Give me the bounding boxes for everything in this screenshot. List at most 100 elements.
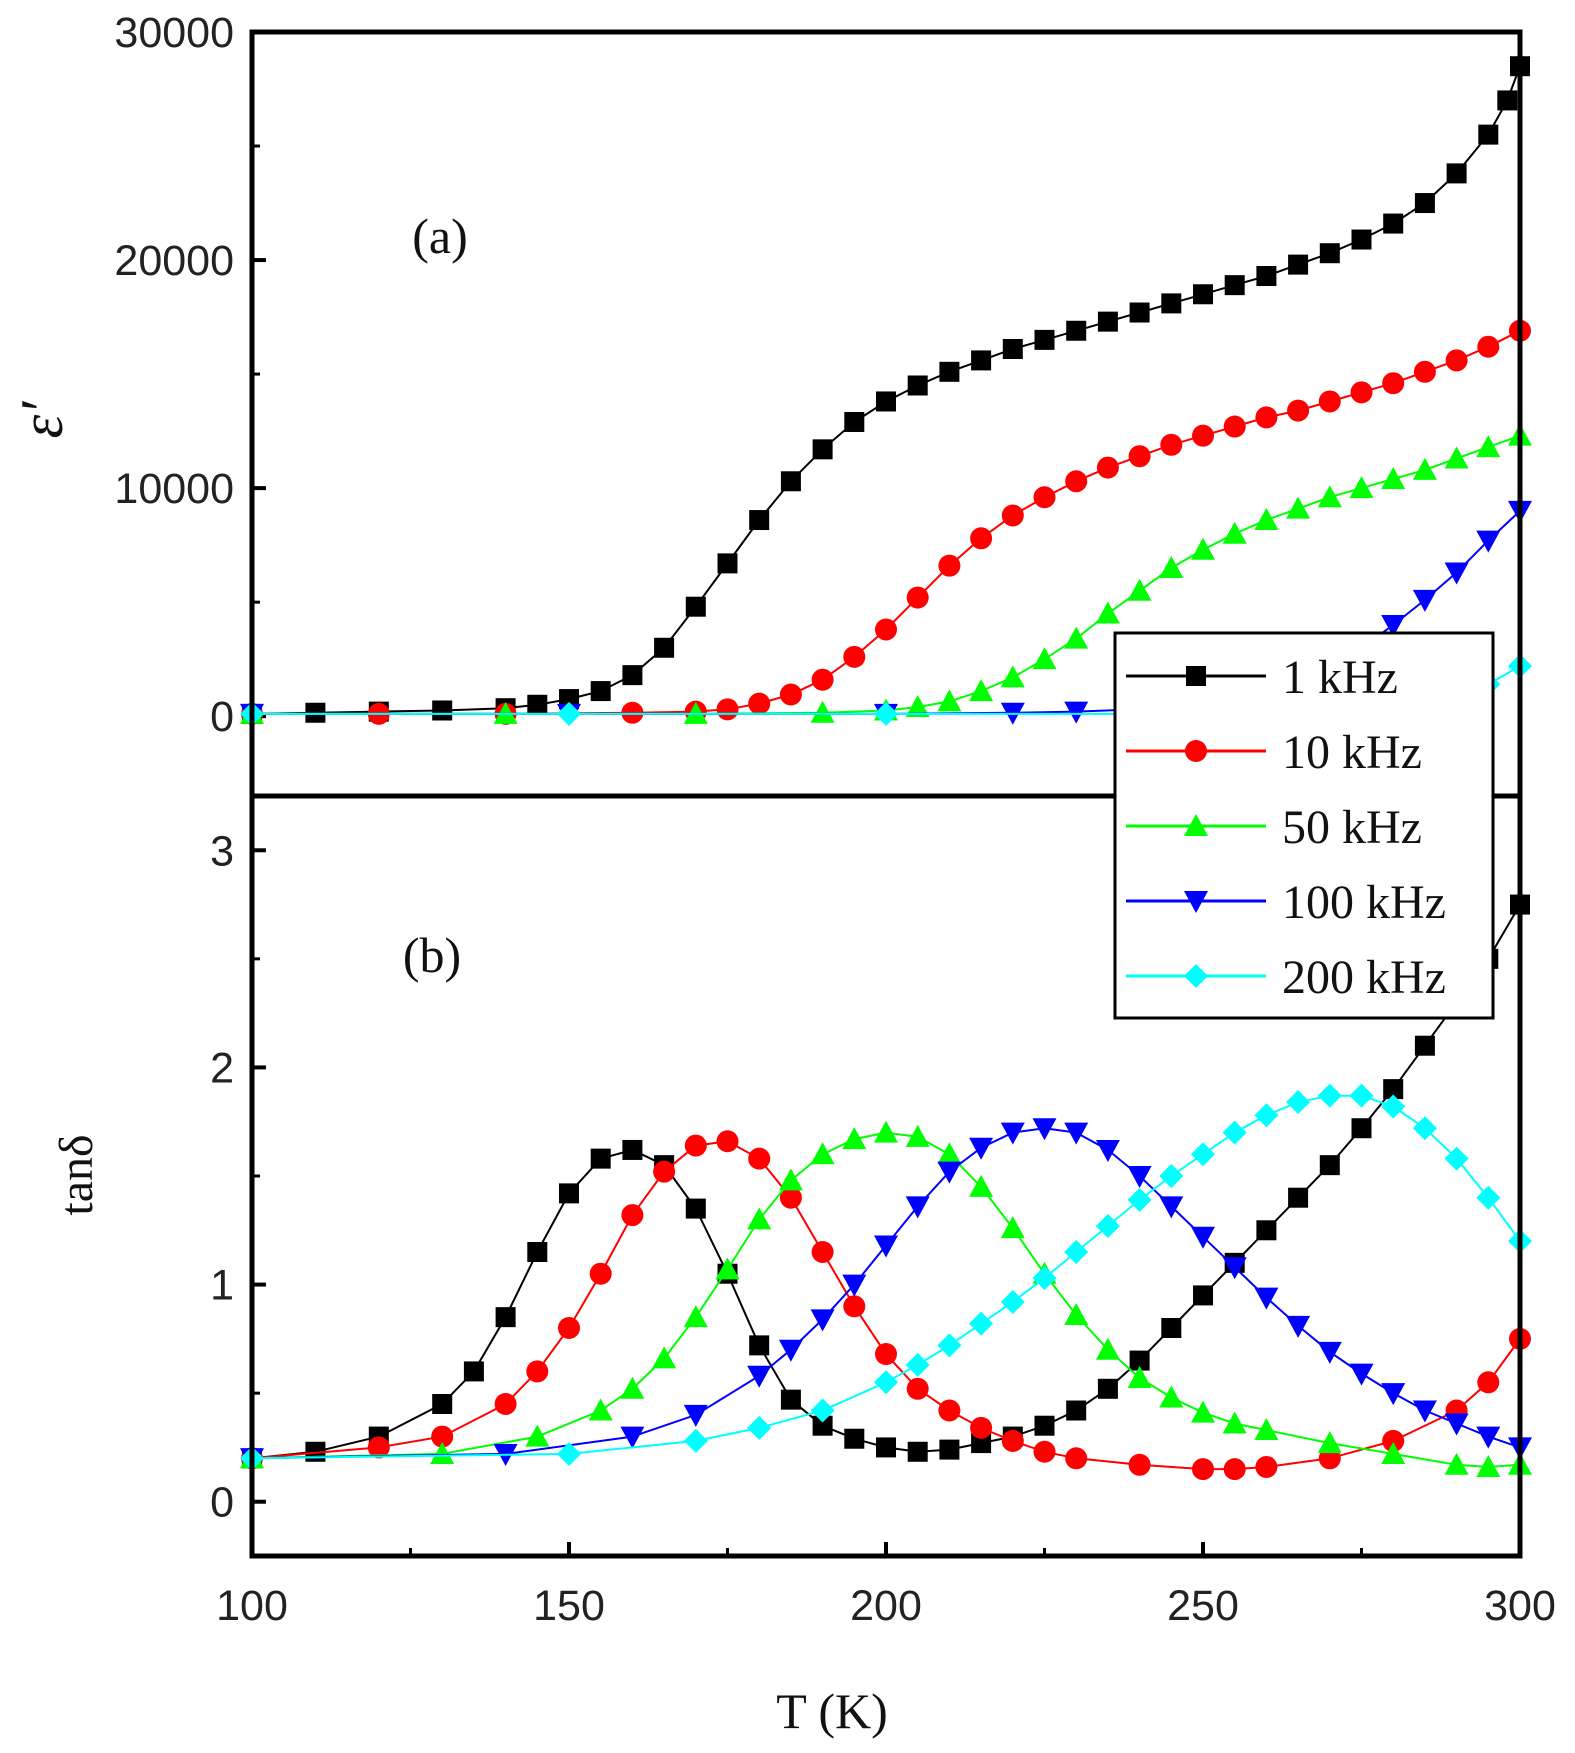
- data-point-200-khz: [557, 1441, 581, 1466]
- data-point-200-khz: [1254, 1103, 1279, 1128]
- data-point-1-khz: [1478, 124, 1499, 145]
- data-point-10-khz: [1318, 390, 1341, 413]
- y-tick-label: 30000: [114, 9, 234, 57]
- data-point-200-khz: [1349, 1083, 1374, 1108]
- data-point-1-khz: [971, 1433, 992, 1454]
- data-point-100-khz: [683, 1404, 708, 1427]
- data-point-10-khz: [970, 1416, 993, 1439]
- data-point-100-khz: [1064, 1122, 1089, 1145]
- data-point-200-khz: [810, 1398, 835, 1423]
- data-point-1-khz: [780, 1389, 801, 1410]
- y-tick-label: 20000: [114, 237, 234, 285]
- data-point-50-khz: [810, 700, 835, 723]
- data-point-50-khz: [1095, 601, 1120, 624]
- data-point-10-khz: [875, 618, 897, 641]
- data-point-50-khz: [1064, 1302, 1089, 1325]
- data-point-1-khz: [1414, 1035, 1435, 1056]
- data-point-50-khz: [1286, 496, 1311, 519]
- data-point-1-khz: [685, 596, 706, 617]
- data-point-10-khz: [1033, 1440, 1056, 1463]
- data-point-50-khz: [683, 701, 708, 724]
- data-point-10-khz: [1255, 1455, 1278, 1478]
- data-point-50-khz: [969, 1174, 994, 1197]
- data-point-100-khz: [620, 1426, 645, 1449]
- data-point-1-khz: [622, 1139, 643, 1160]
- data-point-1-khz: [749, 510, 770, 531]
- data-point-1-khz: [1256, 1220, 1277, 1241]
- data-point-1-khz: [939, 1439, 960, 1460]
- data-point-10-khz: [779, 683, 802, 706]
- panel-b-y-tick-labels: 0 1 2 3: [210, 827, 234, 1526]
- data-point-50-khz: [905, 1124, 930, 1147]
- data-point-200-khz: [1064, 1240, 1089, 1264]
- data-point-10-khz: [906, 586, 929, 609]
- data-point-50-khz: [842, 1127, 867, 1150]
- legend-entries: 1 kHz 10 kHz 50 kHz 100 kHz 200 kHz: [1126, 651, 1446, 1004]
- data-point-10-khz: [1192, 424, 1214, 447]
- data-point-10-khz: [716, 1130, 739, 1153]
- data-point-10-khz: [621, 701, 644, 724]
- data-point-200-khz: [1191, 1142, 1215, 1167]
- legend-label: 200 kHz: [1282, 951, 1446, 1004]
- data-point-50-khz: [1476, 1454, 1501, 1477]
- data-point-10-khz: [1065, 470, 1088, 493]
- data-point-10-khz: [843, 645, 866, 668]
- data-point-50-khz: [620, 1376, 645, 1399]
- data-point-1-khz: [559, 1183, 579, 1204]
- data-point-50-khz: [652, 1346, 677, 1369]
- data-point-50-khz: [1476, 435, 1501, 458]
- data-point-10-khz: [906, 1377, 929, 1400]
- y-tick-label: 2: [210, 1044, 234, 1092]
- data-point-50-khz: [969, 679, 994, 702]
- data-point-10-khz: [938, 1399, 961, 1422]
- data-point-10-khz: [1413, 360, 1436, 383]
- legend-marker: [1184, 964, 1208, 988]
- data-point-1-khz: [1097, 1378, 1118, 1399]
- data-point-10-khz: [843, 1295, 866, 1318]
- data-point-50-khz: [1064, 626, 1089, 649]
- data-point-100-khz: [1222, 1257, 1247, 1280]
- data-point-50-khz: [1349, 476, 1374, 499]
- data-point-200-khz: [683, 1428, 708, 1453]
- data-point-50-khz: [1159, 1385, 1184, 1408]
- series-200-khz: [240, 1083, 1532, 1471]
- x-axis-title: T (K): [776, 1683, 888, 1739]
- legend-entry-1-khz: 1 kHz: [1126, 651, 1398, 704]
- data-point-1-khz: [749, 1335, 770, 1356]
- y-tick-label: 10000: [114, 465, 234, 513]
- data-point-100-khz: [778, 1339, 803, 1362]
- data-point-50-khz: [1191, 537, 1215, 560]
- data-point-100-khz: [1349, 1363, 1374, 1386]
- data-point-1-khz: [812, 1415, 833, 1436]
- data-point-50-khz: [1127, 1365, 1152, 1388]
- data-point-10-khz: [1287, 399, 1310, 422]
- data-point-200-khz: [1000, 1289, 1025, 1314]
- data-point-10-khz: [811, 668, 834, 691]
- data-point-1-khz: [1351, 229, 1372, 250]
- data-point-100-khz: [1095, 1139, 1120, 1162]
- data-point-10-khz: [589, 1262, 612, 1285]
- data-point-200-khz: [1381, 1094, 1406, 1119]
- data-point-200-khz: [1412, 1116, 1437, 1141]
- data-point-200-khz: [937, 1333, 962, 1358]
- data-point-1-khz: [971, 350, 992, 371]
- data-point-10-khz: [970, 527, 993, 550]
- x-tick-label: 300: [1484, 1582, 1556, 1630]
- panel-b-y-axis-title: tanδ: [50, 1134, 103, 1215]
- data-point-10-khz: [367, 1436, 390, 1459]
- data-point-50-khz: [588, 1398, 613, 1421]
- data-point-10-khz: [684, 1134, 707, 1157]
- data-point-10-khz: [938, 554, 961, 577]
- data-point-100-khz: [1032, 1118, 1057, 1141]
- panel-b-loss-tangent: 0 1 2 3 100 150 200 250 300 (b) tanδ T (K): [50, 793, 1556, 1739]
- panel-b-label: (b): [403, 927, 461, 983]
- data-point-1-khz: [1446, 163, 1467, 184]
- data-point-50-khz: [1254, 1418, 1279, 1441]
- data-point-50-khz: [1000, 665, 1025, 688]
- data-point-1-khz: [1319, 1155, 1340, 1176]
- data-point-10-khz: [621, 1204, 644, 1227]
- legend-entry-10-khz: 10 kHz: [1126, 726, 1422, 779]
- data-point-50-khz: [810, 1142, 835, 1165]
- data-point-10-khz: [1001, 504, 1024, 527]
- data-point-50-khz: [1222, 521, 1247, 544]
